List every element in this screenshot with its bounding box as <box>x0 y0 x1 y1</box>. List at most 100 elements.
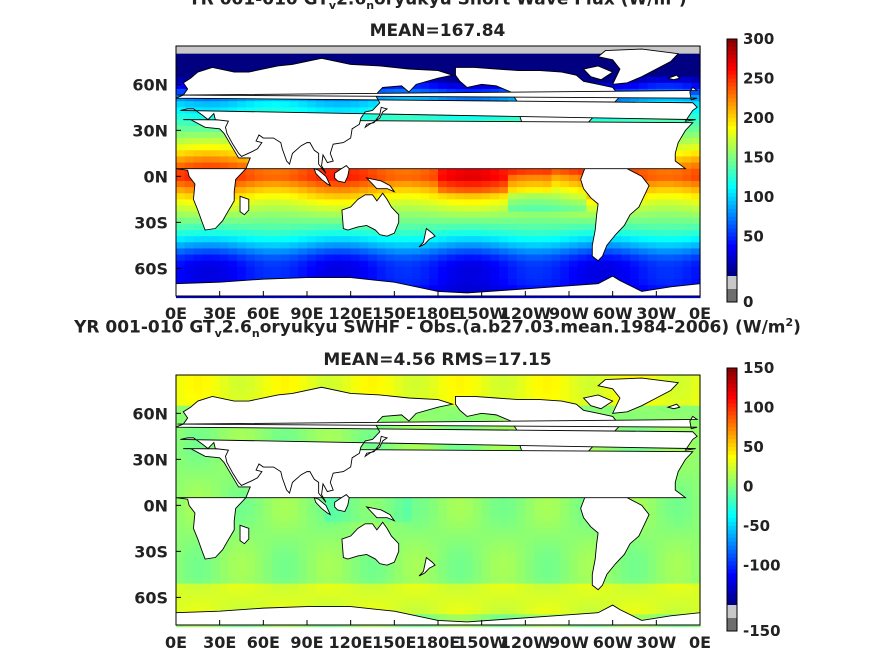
field-cell <box>420 411 430 419</box>
top-title-sub-v: v <box>328 0 337 13</box>
field-cell <box>673 199 684 207</box>
field-cell <box>682 565 692 572</box>
field-cell <box>542 211 553 219</box>
field-cell <box>176 516 186 523</box>
field-cell <box>438 552 448 560</box>
field-cell <box>595 260 605 268</box>
field-cell <box>333 248 343 256</box>
field-cell <box>542 552 553 560</box>
field-cell <box>682 266 692 274</box>
field-cell <box>333 101 343 108</box>
field-cell <box>656 242 666 250</box>
field-cell <box>438 424 448 431</box>
field-cell <box>438 254 448 262</box>
field-cell <box>333 589 343 597</box>
field-cell <box>289 522 299 529</box>
field-cell <box>324 248 334 256</box>
field-cell <box>472 583 483 591</box>
field-cell <box>560 272 570 280</box>
field-cell <box>350 565 360 572</box>
field-cell <box>280 199 291 207</box>
field-cell <box>403 546 413 554</box>
colorbar-swatch <box>727 39 737 44</box>
field-cell <box>481 516 491 523</box>
field-cell <box>682 546 692 554</box>
field-cell <box>577 266 588 274</box>
field-cell <box>507 608 518 615</box>
field-cell <box>228 485 238 493</box>
field-cell <box>577 516 588 523</box>
field-cell <box>525 168 535 176</box>
field-cell <box>403 540 413 548</box>
field-cell <box>534 503 544 511</box>
field-cell <box>665 199 675 207</box>
field-cell <box>176 254 186 262</box>
field-cell <box>446 254 457 262</box>
field-cell <box>507 223 518 231</box>
field-cell <box>429 497 439 505</box>
field-cell <box>376 266 387 274</box>
field-cell <box>359 381 369 388</box>
field-cell <box>289 180 299 188</box>
field-cell <box>682 138 692 145</box>
field-cell <box>289 559 299 566</box>
field-cell <box>682 260 692 268</box>
field-cell <box>569 236 579 243</box>
field-cell <box>254 230 264 237</box>
field-cell <box>359 571 369 579</box>
field-cell <box>691 546 701 554</box>
field-cell <box>411 260 422 268</box>
field-cell <box>630 168 640 176</box>
field-cell <box>315 509 326 517</box>
field-cell <box>263 559 273 566</box>
field-cell <box>682 205 692 213</box>
field-cell <box>289 236 299 243</box>
field-cell <box>507 503 518 511</box>
field-cell <box>307 528 317 536</box>
field-cell <box>315 193 326 200</box>
field-cell <box>665 248 675 256</box>
field-cell <box>411 272 422 280</box>
field-cell <box>411 193 422 200</box>
field-cell <box>455 187 465 194</box>
field-cell <box>656 497 666 505</box>
field-cell <box>228 534 238 542</box>
field-cell <box>307 559 317 566</box>
field-cell <box>193 454 203 462</box>
field-cell <box>176 248 186 256</box>
field-cell <box>490 608 500 615</box>
field-cell <box>446 565 457 572</box>
field-cell <box>499 217 509 225</box>
field-cell <box>673 211 684 219</box>
field-cell <box>219 162 229 170</box>
field-cell <box>525 528 535 536</box>
field-cell <box>569 266 579 274</box>
field-cell <box>394 52 404 59</box>
field-cell <box>228 589 238 597</box>
field-cell <box>542 58 553 65</box>
field-cell <box>420 540 430 548</box>
field-cell <box>394 497 404 505</box>
field-cell <box>656 503 666 511</box>
field-cell <box>202 479 212 487</box>
field-cell <box>263 583 273 591</box>
field-cell <box>438 223 448 231</box>
field-cell <box>184 138 195 145</box>
colorbar-swatch <box>727 181 737 186</box>
field-cell <box>429 230 439 237</box>
field-cell <box>403 417 413 425</box>
field-cell <box>455 242 465 250</box>
field-cell <box>586 254 596 262</box>
field-cell <box>455 509 465 517</box>
field-cell <box>341 571 352 579</box>
field-cell <box>202 64 212 72</box>
field-cell <box>237 516 247 523</box>
field-cell <box>507 64 518 72</box>
field-cell <box>376 442 387 450</box>
field-cell <box>394 223 404 231</box>
field-cell <box>420 193 430 200</box>
field-cell <box>673 381 684 388</box>
field-cell <box>359 375 369 382</box>
field-cell <box>603 601 614 609</box>
field-cell <box>586 58 596 65</box>
